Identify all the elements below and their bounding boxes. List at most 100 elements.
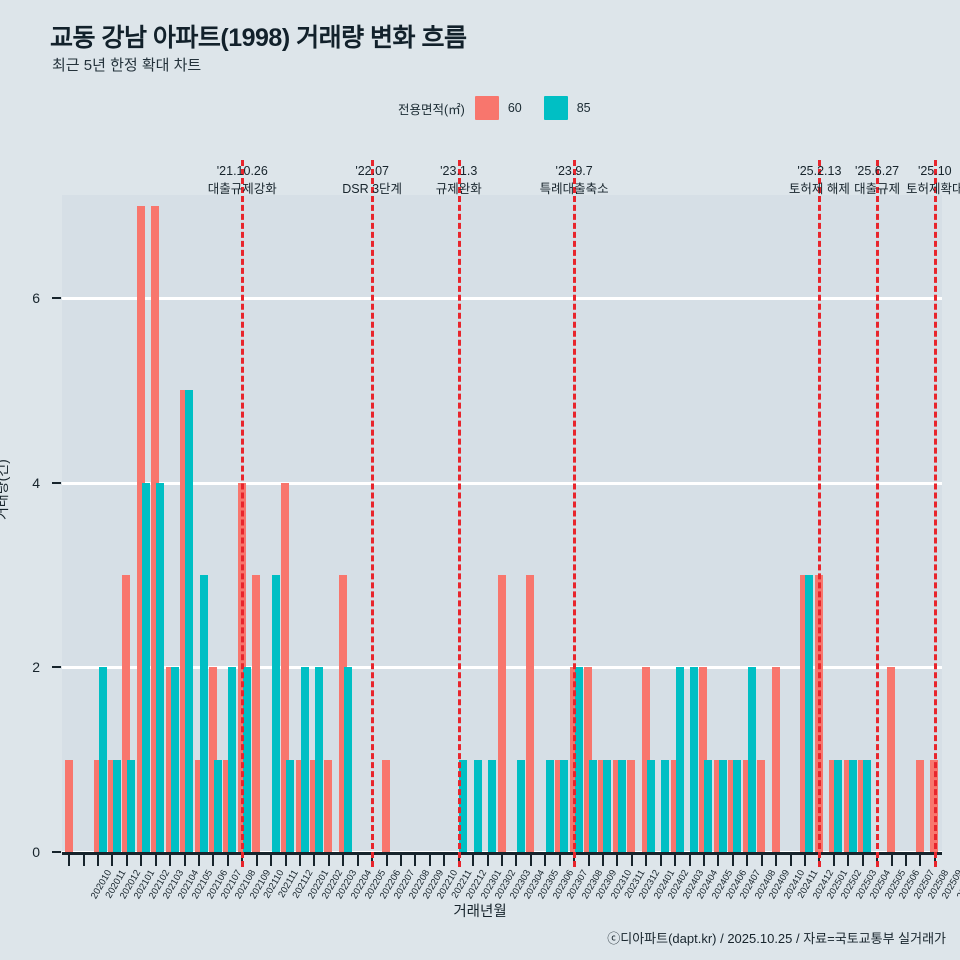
bar-60-202509[interactable]: [915, 759, 924, 852]
bar-60-202201[interactable]: [281, 482, 290, 852]
bar-85-202308[interactable]: [560, 759, 569, 852]
x-tick-mark: [212, 852, 215, 866]
bar-60-202103[interactable]: [136, 205, 145, 852]
bar-85-202201[interactable]: [286, 759, 295, 852]
bar-60-202312[interactable]: [612, 759, 621, 852]
bar-85-202503[interactable]: [834, 759, 843, 852]
bar-85-202108[interactable]: [213, 759, 222, 852]
y-tick-label: 6: [32, 290, 40, 306]
event-desc: 토허제 해제: [788, 182, 850, 197]
bar-60-202012[interactable]: [93, 759, 102, 852]
bar-85-202404[interactable]: [675, 667, 684, 852]
bar-60-202308[interactable]: [555, 759, 564, 852]
bar-85-202403[interactable]: [661, 759, 670, 852]
bar-85-202105[interactable]: [170, 667, 179, 852]
bar-60-202105[interactable]: [165, 667, 174, 852]
bar-60-202401[interactable]: [627, 759, 636, 852]
bar-85-202107[interactable]: [199, 575, 208, 852]
bar-85-202106[interactable]: [185, 390, 194, 852]
bar-60-202507[interactable]: [887, 667, 895, 852]
bar-60-202108[interactable]: [208, 667, 217, 852]
x-tick-mark: [501, 852, 503, 866]
bar-60-202102[interactable]: [122, 575, 131, 852]
x-tick-mark: [832, 852, 835, 866]
y-tick-mark: [52, 297, 61, 299]
bar-60-202111[interactable]: [252, 575, 261, 852]
bar-60-202404[interactable]: [670, 759, 679, 852]
bar-60-202106[interactable]: [180, 390, 189, 852]
bar-60-202406[interactable]: [699, 667, 708, 852]
bar-60-202501[interactable]: [800, 575, 809, 852]
bar-60-202109[interactable]: [223, 759, 232, 852]
bar-85-202102[interactable]: [127, 759, 136, 852]
x-tick-mark: [68, 852, 71, 866]
bar-85-202405[interactable]: [690, 667, 699, 852]
bar-60-202310[interactable]: [584, 667, 593, 852]
bar-60-202402[interactable]: [641, 667, 650, 852]
bar-85-202311[interactable]: [603, 759, 612, 852]
bar-85-202104[interactable]: [156, 482, 165, 852]
bar-60-202407[interactable]: [713, 759, 722, 852]
x-tick-mark: [284, 852, 287, 866]
bar-60-202505[interactable]: [858, 759, 867, 852]
bar-85-202203[interactable]: [314, 667, 323, 852]
bar-85-202309[interactable]: [574, 667, 583, 852]
bar-85-202012[interactable]: [98, 667, 107, 852]
x-tick-mark: [198, 852, 201, 866]
footer-credit: ⓒ디아파트(dapt.kr) / 2025.10.25 / 자료=국토교통부 실…: [607, 931, 946, 946]
bar-60-202202[interactable]: [295, 759, 304, 852]
x-tick-mark: [919, 852, 922, 866]
bar-60-202204[interactable]: [324, 759, 333, 852]
bar-60-202503[interactable]: [829, 759, 838, 852]
bar-60-202304[interactable]: [497, 575, 506, 852]
bar-85-202101[interactable]: [112, 759, 121, 852]
bar-85-202103[interactable]: [141, 482, 150, 852]
bar-85-202301[interactable]: [459, 759, 468, 852]
bar-85-202402[interactable]: [646, 759, 655, 852]
bar-85-202112[interactable]: [271, 575, 280, 852]
bar-60-202101[interactable]: [107, 759, 116, 852]
bar-85-202202[interactable]: [300, 667, 309, 852]
bar-60-202306[interactable]: [526, 575, 535, 852]
bar-60-202205[interactable]: [338, 575, 347, 852]
bar-85-202303[interactable]: [488, 759, 497, 852]
bar-85-202406[interactable]: [704, 759, 713, 852]
x-tick-mark: [414, 852, 417, 866]
bar-85-202302[interactable]: [473, 759, 482, 852]
bar-85-202109[interactable]: [228, 667, 237, 852]
bar-60-202408[interactable]: [728, 759, 737, 852]
bar-60-202208[interactable]: [382, 759, 391, 852]
bar-85-202504[interactable]: [848, 759, 857, 852]
y-tick-label: 0: [32, 844, 40, 860]
x-tick-mark: [529, 852, 532, 866]
event-line-202506: [876, 160, 880, 867]
bar-60-202010[interactable]: [64, 759, 73, 852]
bar-85-202310[interactable]: [589, 759, 598, 852]
event-label-202301: '23.1.3 규제완화: [436, 162, 482, 198]
bar-60-202311[interactable]: [598, 759, 607, 852]
x-tick-mark: [400, 852, 403, 866]
bar-60-202409[interactable]: [742, 759, 751, 852]
bar-85-202505[interactable]: [863, 759, 872, 852]
bar-85-202110[interactable]: [242, 667, 251, 852]
bar-85-202407[interactable]: [718, 759, 727, 852]
bar-85-202408[interactable]: [733, 759, 742, 852]
bar-60-202410[interactable]: [757, 759, 766, 852]
bar-85-202307[interactable]: [545, 759, 554, 852]
bar-60-202411[interactable]: [771, 667, 780, 852]
bar-85-202409[interactable]: [747, 667, 756, 852]
event-desc: 대출규제강화: [207, 182, 277, 197]
bar-85-202305[interactable]: [516, 759, 525, 852]
bar-60-202104[interactable]: [151, 205, 160, 852]
event-label-202502: '25.2.13 토허제 해제: [789, 162, 850, 198]
x-tick-mark: [313, 852, 316, 866]
bar-60-202107[interactable]: [194, 759, 203, 852]
bar-85-202501[interactable]: [805, 575, 814, 852]
x-tick-mark: [342, 852, 345, 866]
x-tick-mark: [356, 852, 359, 866]
bar-85-202205[interactable]: [343, 667, 352, 852]
bar-85-202312[interactable]: [617, 759, 626, 852]
x-tick-mark: [443, 852, 446, 866]
bar-60-202203[interactable]: [309, 759, 318, 852]
bar-60-202504[interactable]: [843, 759, 852, 852]
